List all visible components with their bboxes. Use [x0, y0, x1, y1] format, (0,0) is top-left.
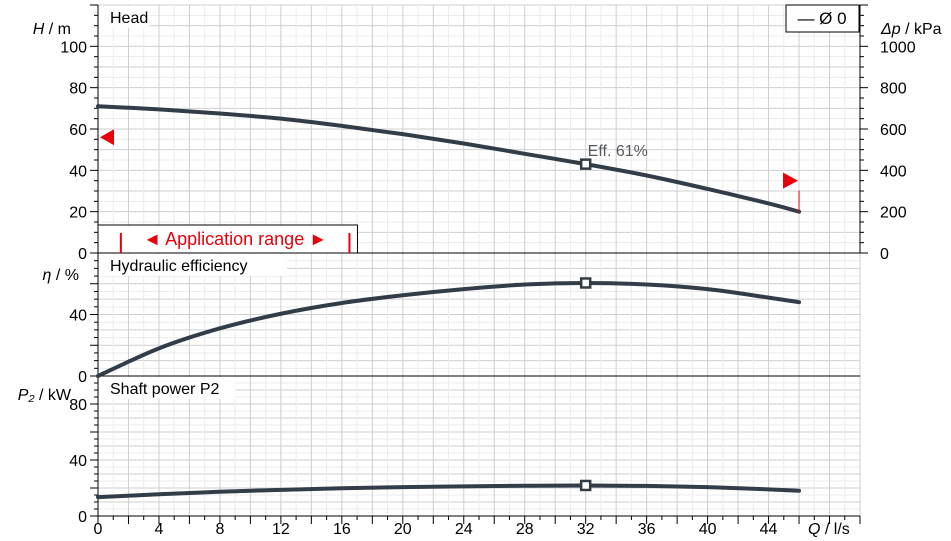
y-tick-label: 80 — [69, 81, 87, 98]
x-tick-label: 4 — [155, 521, 164, 538]
y2-tick-label: 800 — [880, 81, 907, 98]
y-axis-title-head: H / m — [33, 21, 71, 38]
curves — [96, 104, 802, 500]
y2-tick-label: 200 — [880, 205, 907, 222]
application-range-box — [97, 224, 358, 254]
y2-axis-title: Δp / kPa — [880, 21, 942, 38]
y-tick-label: 60 — [69, 122, 87, 139]
duty-point-marker — [579, 277, 592, 289]
x-tick-label: 24 — [455, 521, 473, 538]
y-tick-label: 0 — [78, 246, 87, 263]
panel-title: Shaft power P2 — [110, 381, 220, 398]
y-tick-label: 100 — [60, 39, 87, 56]
application-range-label: ◄ Application range ► — [143, 229, 327, 249]
duty-point-marker — [579, 158, 592, 170]
y-tick-label: 40 — [69, 308, 87, 325]
y2-tick-label: 400 — [880, 163, 907, 180]
panel-title-background — [99, 254, 287, 276]
y-tick-label: 20 — [69, 205, 87, 222]
y-tick-label: 0 — [78, 369, 87, 386]
x-tick-label: 8 — [215, 521, 224, 538]
panel-title: Hydraulic efficiency — [110, 258, 248, 275]
y2-tick-label: 0 — [880, 246, 889, 263]
head-curve — [96, 104, 802, 214]
efficiency-annotation: Eff. 61% — [588, 143, 648, 160]
y-axis-title-efficiency: η / % — [43, 267, 79, 284]
duty-point-marker — [579, 479, 592, 492]
y-tick-label: 0 — [78, 509, 87, 526]
legend-label: — Ø 0 — [797, 9, 846, 28]
efficiency-curve — [96, 280, 802, 378]
annotations: Eff. 61% ◄ Application range ► — Ø 0 — [97, 4, 860, 254]
y-tick-label: 40 — [69, 453, 87, 470]
x-tick-label: 36 — [638, 521, 656, 538]
x-tick-label: 32 — [577, 521, 595, 538]
x-axis-title: Q / l/s — [808, 521, 850, 538]
y-tick-label: 80 — [69, 397, 87, 414]
x-tick-label: 0 — [94, 521, 103, 538]
x-tick-label: 44 — [760, 521, 778, 538]
range-end-triangle-icon — [783, 172, 799, 189]
x-tick-label: 12 — [272, 521, 290, 538]
y2-tick-label: 600 — [880, 122, 907, 139]
range-start-triangle-icon — [100, 129, 114, 146]
y2-tick-label: 1000 — [880, 39, 916, 56]
y-axis-title-power: P₂ / kW — [18, 387, 72, 404]
legend-box — [785, 4, 860, 33]
panel-title: Head — [110, 10, 148, 27]
x-tick-label: 20 — [394, 521, 412, 538]
y-tick-label: 40 — [69, 163, 87, 180]
power-curve — [96, 483, 802, 500]
panel-title-background — [99, 6, 150, 28]
x-tick-label: 40 — [699, 521, 717, 538]
panel-title-background — [99, 377, 236, 399]
x-tick-label: 16 — [333, 521, 351, 538]
x-tick-label: 28 — [516, 521, 534, 538]
